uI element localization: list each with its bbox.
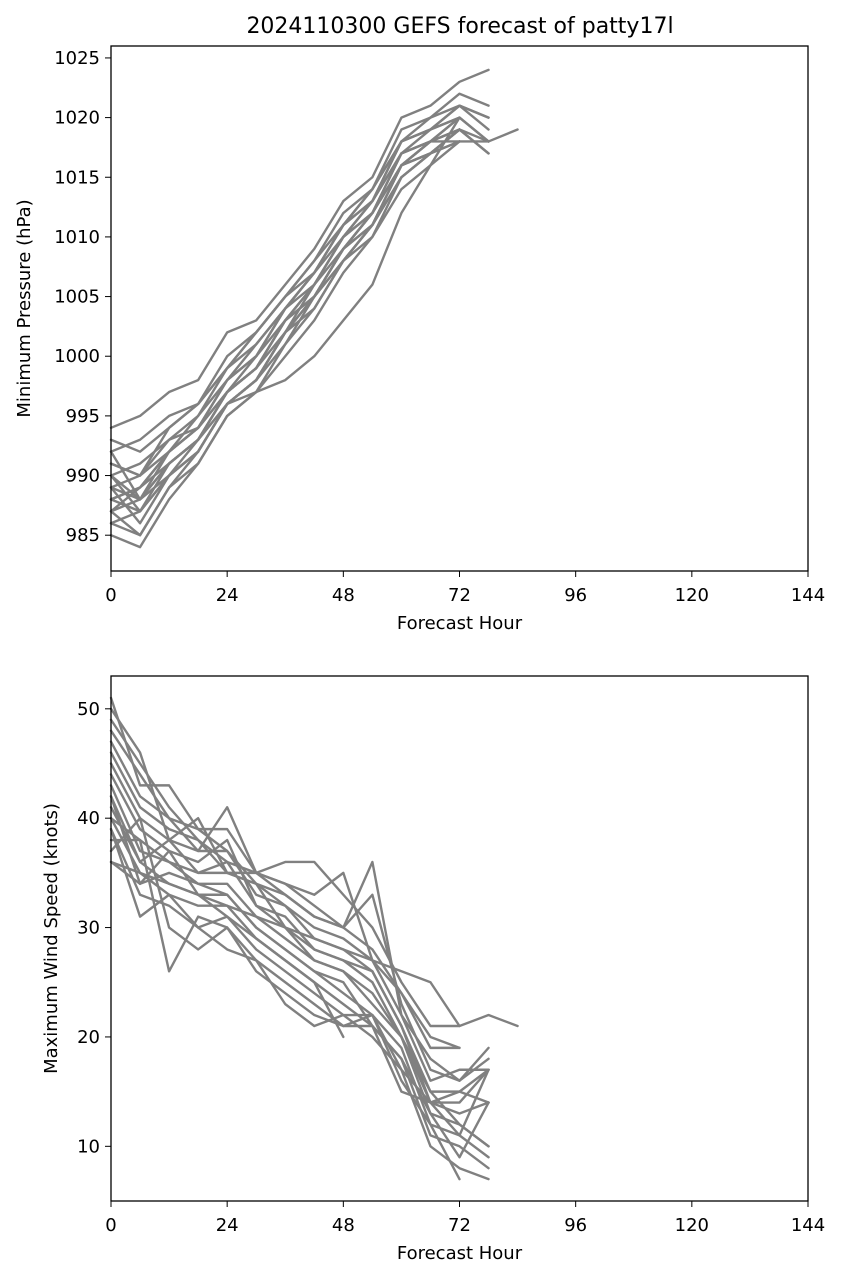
wind-series-line-7 bbox=[109, 751, 490, 1082]
pressure-x-tick-label: 48 bbox=[332, 585, 355, 606]
wind-series-line-17 bbox=[109, 827, 490, 1137]
wind-series-line-2 bbox=[109, 696, 461, 1028]
pressure-y-tick-label: 1010 bbox=[54, 227, 100, 248]
wind-x-tick-label: 0 bbox=[105, 1215, 116, 1236]
pressure-x-tick-label: 0 bbox=[105, 585, 116, 606]
wind-y-tick-label: 50 bbox=[77, 699, 100, 720]
pressure-y-tick-label: 1020 bbox=[54, 108, 100, 129]
pressure-series-line-16 bbox=[109, 116, 461, 477]
pressure-x-axis-label: Forecast Hour bbox=[397, 613, 523, 634]
wind-series-line-15 bbox=[109, 838, 461, 1181]
wind-y-tick-label: 20 bbox=[77, 1027, 100, 1048]
wind-y-tick-label: 30 bbox=[77, 918, 100, 939]
pressure-y-tick-label: 1005 bbox=[54, 287, 100, 308]
wind-series-line-18 bbox=[109, 849, 345, 1039]
pressure-x-tick-label: 120 bbox=[675, 585, 709, 606]
wind-x-tick-label: 96 bbox=[564, 1215, 587, 1236]
wind-y-tick-label: 10 bbox=[77, 1136, 100, 1157]
pressure-series-line-1 bbox=[109, 68, 490, 430]
pressure-y-tick-label: 1015 bbox=[54, 167, 100, 188]
wind-x-tick-label: 144 bbox=[791, 1215, 825, 1236]
pressure-series-line-21 bbox=[109, 140, 461, 513]
pressure-x-tick-label: 72 bbox=[448, 585, 471, 606]
pressure-series-group bbox=[109, 68, 519, 549]
pressure-x-tick-label: 24 bbox=[216, 585, 239, 606]
wind-x-tick-label: 24 bbox=[216, 1215, 239, 1236]
wind-panel: 0 24 48 72 96 120 144 10 20 30 40 50 Forecast Hour… bbox=[41, 675, 825, 1264]
wind-series-line-14 bbox=[109, 827, 490, 1181]
pressure-x-ticks: 0 24 48 72 96 120 144 bbox=[105, 571, 825, 606]
wind-series-line-19 bbox=[109, 795, 490, 1148]
pressure-y-tick-label: 1025 bbox=[54, 48, 100, 69]
pressure-panel: 0 24 48 72 96 120 144 985 990 995 1000 1005 1010 101… bbox=[14, 45, 825, 634]
wind-series-line-10 bbox=[109, 784, 490, 1104]
pressure-x-tick-label: 144 bbox=[791, 585, 825, 606]
wind-series-line-16 bbox=[109, 816, 490, 1159]
pressure-y-tick-label: 995 bbox=[66, 406, 100, 427]
wind-series-group bbox=[109, 696, 519, 1181]
wind-x-tick-label: 72 bbox=[448, 1215, 471, 1236]
chart-title: 2024110300 GEFS forecast of patty17l bbox=[246, 14, 673, 39]
wind-x-axis-label: Forecast Hour bbox=[397, 1243, 523, 1264]
pressure-y-axis-label: Minimum Pressure (hPa) bbox=[14, 199, 35, 417]
pressure-y-tick-label: 990 bbox=[66, 466, 100, 487]
wind-y-tick-label: 40 bbox=[77, 808, 100, 829]
wind-y-axis-label: Maximum Wind Speed (knots) bbox=[41, 803, 62, 1074]
wind-x-ticks: 0 24 48 72 96 120 144 bbox=[105, 1201, 825, 1236]
wind-x-tick-label: 48 bbox=[332, 1215, 355, 1236]
wind-series-line-6 bbox=[109, 740, 490, 1082]
pressure-x-tick-label: 96 bbox=[564, 585, 587, 606]
wind-x-tick-label: 120 bbox=[675, 1215, 709, 1236]
pressure-y-tick-label: 1000 bbox=[54, 346, 100, 367]
wind-series-line-4 bbox=[109, 718, 461, 1050]
wind-y-ticks: 10 20 30 40 50 bbox=[77, 699, 111, 1157]
pressure-y-tick-label: 985 bbox=[66, 525, 100, 546]
pressure-y-ticks: 985 990 995 1000 1005 1010 1015 1020 1025 bbox=[54, 48, 111, 546]
wind-series-line-20 bbox=[109, 816, 490, 1115]
